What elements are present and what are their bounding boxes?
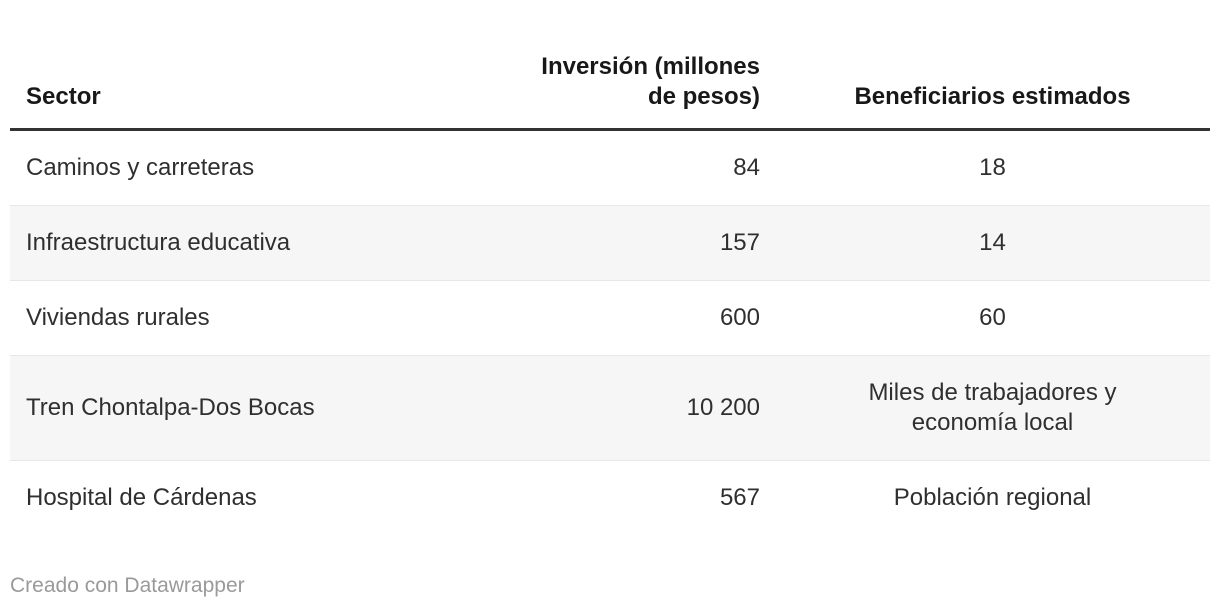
sector-cell: Infraestructura educativa bbox=[10, 205, 480, 281]
table-row: Caminos y carreteras 84 18 bbox=[10, 130, 1210, 206]
column-header-beneficiarios: Beneficiarios estimados bbox=[775, 14, 1210, 131]
inversion-cell: 600 bbox=[480, 280, 775, 356]
table-row: Viviendas rurales 600 60 bbox=[10, 280, 1210, 356]
data-table: Sector Inversión (millones de pesos) Ben… bbox=[10, 14, 1210, 535]
column-header-sector: Sector bbox=[10, 14, 480, 131]
header-row: Sector Inversión (millones de pesos) Ben… bbox=[10, 14, 1210, 131]
inversion-cell: 567 bbox=[480, 460, 775, 535]
beneficiarios-cell: 18 bbox=[979, 154, 1006, 181]
attribution: Creado con Datawrapper bbox=[10, 573, 1220, 599]
beneficiarios-cell: Población regional bbox=[775, 460, 1210, 535]
datawrapper-attribution-link[interactable]: Creado con Datawrapper bbox=[10, 574, 245, 597]
beneficiarios-cell: Miles de trabajadores y economía local bbox=[775, 355, 1210, 461]
table-row: Hospital de Cárdenas 567 Población regio… bbox=[10, 460, 1210, 535]
sector-cell: Tren Chontalpa-Dos Bocas bbox=[10, 355, 480, 461]
inversion-cell: 157 bbox=[480, 205, 775, 281]
inversion-cell: 84 bbox=[733, 154, 760, 181]
sector-cell: Hospital de Cárdenas bbox=[10, 460, 480, 535]
beneficiarios-cell: 14 bbox=[775, 205, 1210, 281]
table-row: Infraestructura educativa 157 14 bbox=[10, 205, 1210, 281]
table-row: Tren Chontalpa-Dos Bocas 10 200 Miles de… bbox=[10, 355, 1210, 461]
sector-cell: Caminos y carreteras bbox=[26, 154, 255, 181]
beneficiarios-cell: 60 bbox=[775, 280, 1210, 356]
sector-cell: Viviendas rurales bbox=[10, 280, 480, 356]
column-header-inversion: Inversión (millones de pesos) bbox=[480, 14, 775, 131]
inversion-cell: 10 200 bbox=[480, 355, 775, 461]
